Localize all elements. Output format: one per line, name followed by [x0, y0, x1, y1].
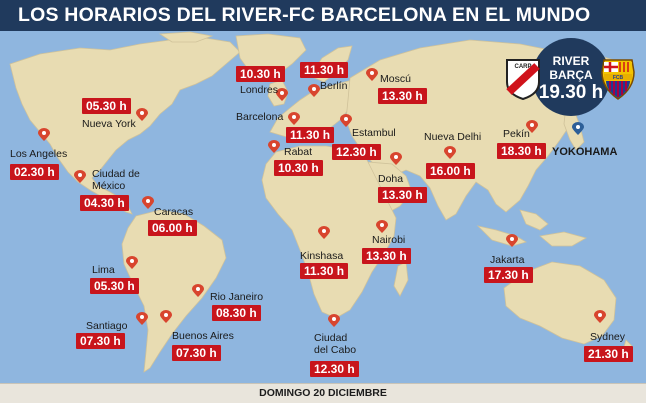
time-badge-estambul: 12.30 h	[332, 144, 381, 160]
time-badge-rabat: 10.30 h	[274, 160, 323, 176]
city-label-nairobi: Nairobi	[372, 234, 406, 246]
svg-text:FCB: FCB	[613, 75, 624, 81]
time-badge-berlin: 11.30 h	[300, 62, 349, 78]
ciudad-de-mexico-pin-icon	[74, 170, 86, 183]
barcelona-pin-icon	[288, 112, 300, 125]
indonesia-land	[476, 225, 527, 247]
south-america-land	[121, 209, 227, 373]
city-label-moscu: Moscú	[380, 73, 411, 85]
title-bar	[0, 0, 646, 31]
city-label-buenos-aires: Buenos Aires	[172, 330, 234, 342]
city-label-jakarta: Jakarta	[490, 254, 525, 266]
match-time: 19.30 h	[538, 82, 604, 103]
city-label-doha: Doha	[378, 173, 404, 185]
ciudad-del-cabo-pin-icon	[328, 314, 340, 327]
city-label-rio-janeiro: Rio Janeiro	[210, 291, 264, 303]
time-badge-rio-janeiro: 08.30 h	[212, 305, 261, 321]
city-label-barcelona: Barcelona	[236, 111, 284, 123]
kinshasa-pin-icon	[318, 226, 330, 239]
time-badge-lima: 05.30 h	[90, 278, 139, 294]
map-title: LOS HORARIOS DEL RIVER-FC BARCELONA EN E…	[18, 4, 591, 26]
city-label-ciudad-del-cabo: Ciudad del Cabo	[314, 332, 357, 356]
berlin-pin-icon	[308, 84, 320, 97]
match-team1: RIVER	[552, 54, 590, 68]
londres-pin-icon	[276, 88, 288, 101]
time-badge-nairobi: 13.30 h	[362, 248, 411, 264]
footer-date: DOMINGO 20 DICIEMBRE	[259, 387, 387, 399]
city-label-nueva-york: Nueva York	[82, 118, 136, 130]
time-badge-barcelona: 11.30 h	[286, 127, 335, 143]
moscu-pin-icon	[366, 68, 378, 81]
doha-pin-icon	[390, 152, 402, 165]
city-label-lima: Lima	[92, 264, 115, 276]
city-label-sydney: Sydney	[590, 331, 626, 343]
nueva-york-pin-icon	[136, 108, 148, 121]
river-plate-crest-icon: CARP	[506, 59, 540, 100]
time-badge-buenos-aires: 07.30 h	[172, 345, 221, 361]
time-badge-ciudad-de-mexico: 04.30 h	[80, 195, 129, 211]
caracas-pin-icon	[142, 196, 154, 209]
time-badge-moscu: 13.30 h	[378, 88, 427, 104]
los-angeles-pin-icon	[38, 128, 50, 141]
sydney-pin-icon	[594, 310, 606, 323]
time-badge-nueva-york: 05.30 h	[82, 98, 131, 114]
city-label-estambul: Estambul	[352, 127, 396, 139]
city-label-caracas: Caracas	[154, 206, 194, 218]
madagascar-land	[393, 261, 409, 297]
north-america-land	[9, 37, 241, 215]
nairobi-pin-icon	[376, 220, 388, 233]
time-badge-ciudad-del-cabo: 12.30 h	[310, 361, 359, 377]
time-badge-pekin: 18.30 h	[497, 143, 546, 159]
rabat-pin-icon	[268, 140, 280, 153]
svg-text:CARP: CARP	[514, 64, 531, 70]
city-label-londres: Londres	[240, 84, 278, 96]
venue-label: YOKOHAMA	[552, 146, 618, 158]
time-badge-nueva-delhi: 16.00 h	[426, 163, 475, 179]
jakarta-pin-icon	[506, 234, 518, 247]
footer-bar: DOMINGO 20 DICIEMBRE	[0, 383, 646, 403]
city-label-ciudad-de-mexico: Ciudad de México	[92, 168, 140, 192]
yokohama-pin-icon	[572, 122, 584, 135]
city-label-rabat: Rabat	[284, 146, 313, 158]
time-badge-doha: 13.30 h	[378, 187, 427, 203]
city-label-kinshasa: Kinshasa	[300, 250, 344, 262]
time-badge-santiago: 07.30 h	[76, 333, 125, 349]
city-label-los-angeles: Los Angeles	[10, 148, 68, 160]
city-label-nueva-delhi: Nueva Delhi	[424, 131, 482, 143]
city-label-pekin: Pekín	[503, 128, 530, 140]
time-badge-londres: 10.30 h	[236, 66, 285, 82]
buenos-aires-pin-icon	[160, 310, 172, 323]
time-badge-caracas: 06.00 h	[148, 220, 197, 236]
time-badge-sydney: 21.30 h	[584, 346, 633, 362]
lima-pin-icon	[126, 256, 138, 269]
santiago-pin-icon	[136, 312, 148, 325]
estambul-pin-icon	[340, 114, 352, 127]
fc-barcelona-crest-icon: FCB	[601, 59, 635, 100]
city-label-santiago: Santiago	[86, 320, 128, 332]
time-badge-kinshasa: 11.30 h	[300, 263, 349, 279]
city-label-berlin: Berlín	[320, 80, 348, 92]
match-team2: BARÇA	[549, 68, 593, 82]
rio-janeiro-pin-icon	[192, 284, 204, 297]
nueva-delhi-pin-icon	[444, 146, 456, 159]
match-circle	[532, 38, 610, 116]
time-badge-los-angeles: 02.30 h	[10, 164, 59, 180]
time-badge-jakarta: 17.30 h	[484, 267, 533, 283]
pekin-pin-icon	[526, 120, 538, 133]
